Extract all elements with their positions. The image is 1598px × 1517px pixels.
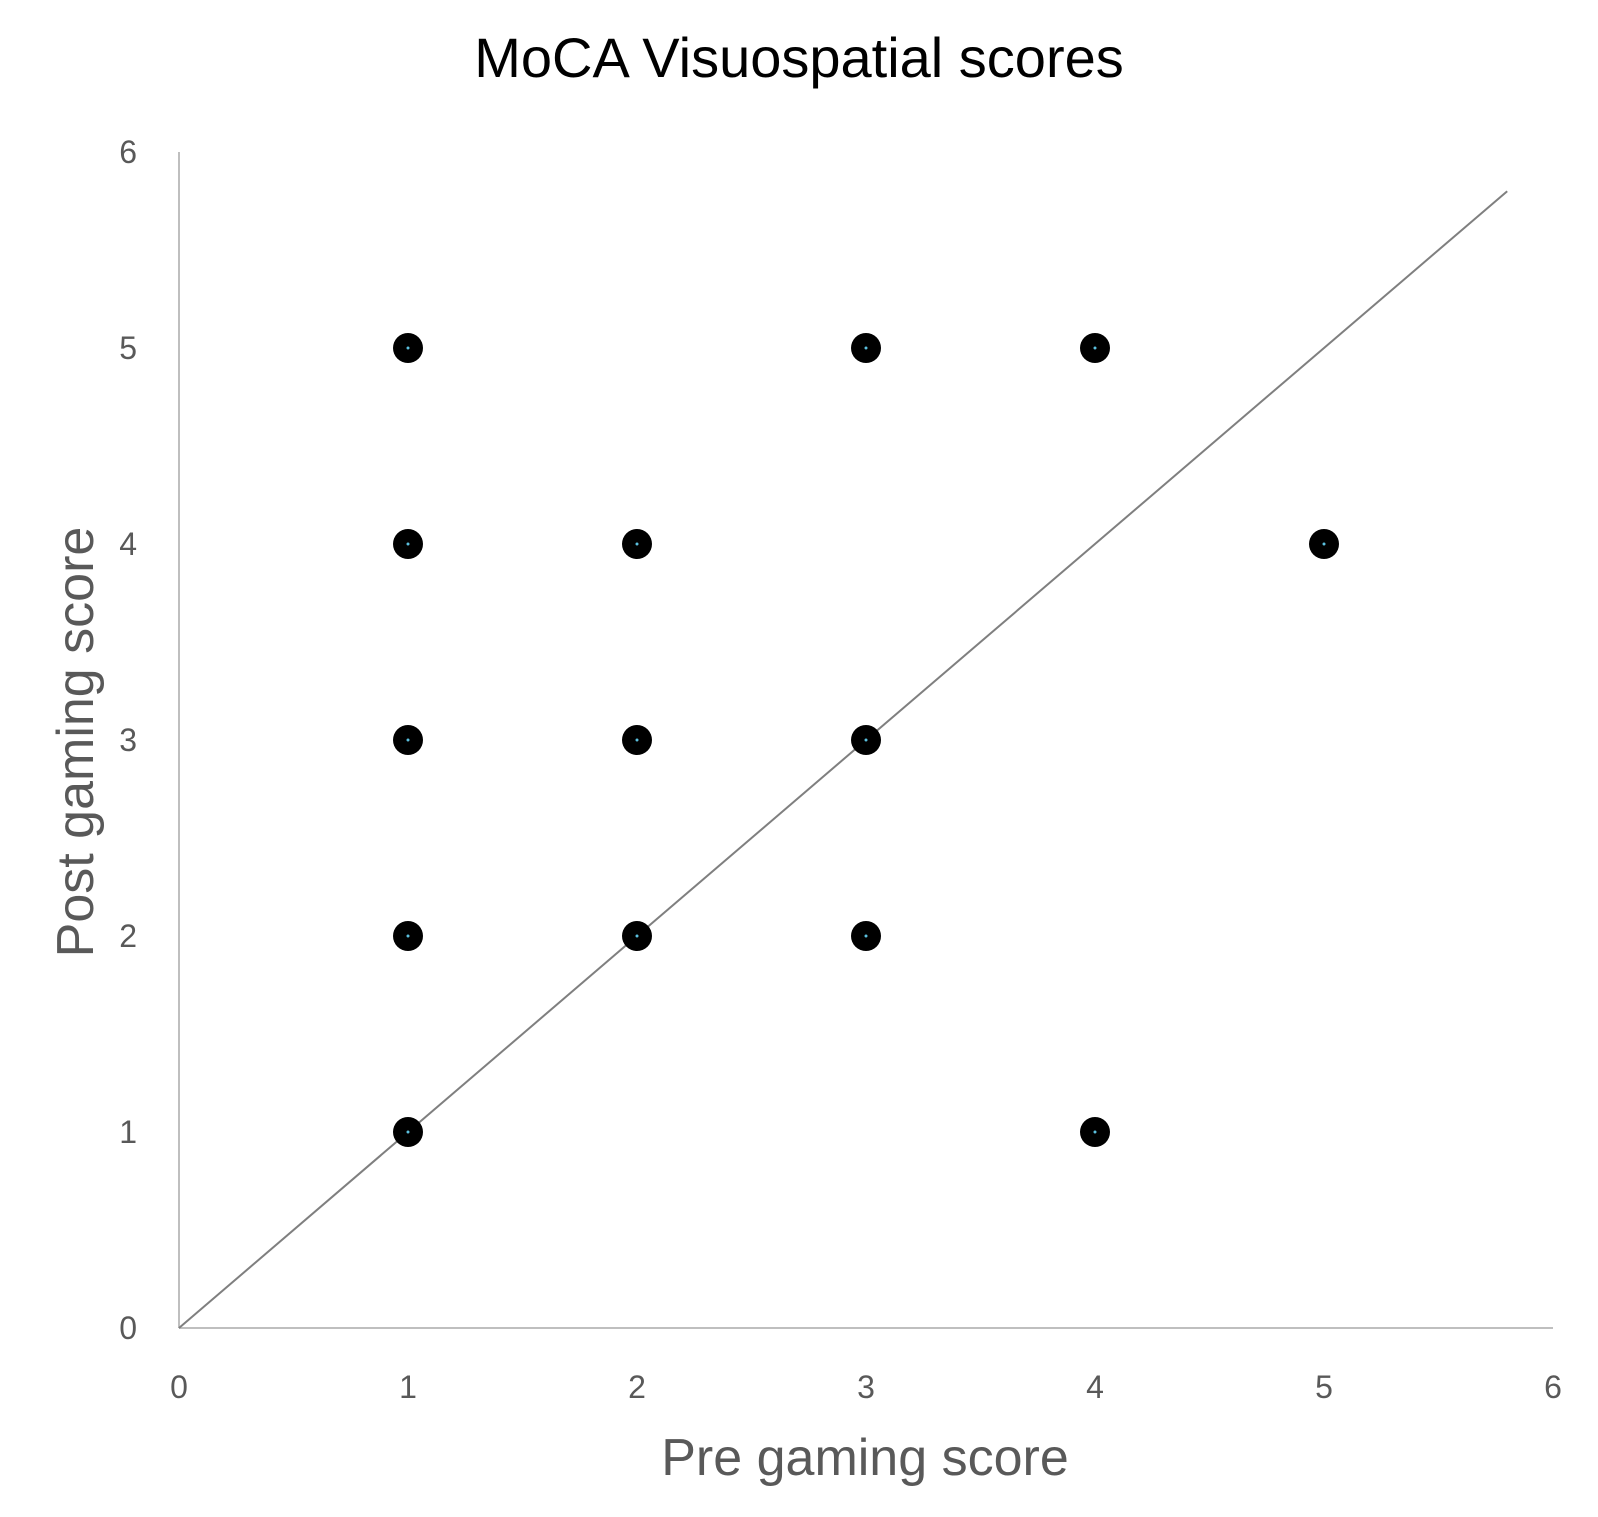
data-point-center: [406, 934, 410, 938]
data-point-center: [1093, 346, 1097, 350]
y-axis-label: Post gaming score: [47, 527, 105, 958]
data-point-center: [406, 346, 410, 350]
reference-line: [178, 190, 1508, 1329]
x-axis-label: Pre gaming score: [661, 1429, 1069, 1487]
y-tick-labels: 0 1 2 3 4 5 6: [119, 134, 137, 1346]
y-tick-label: 0: [119, 1310, 137, 1346]
data-point-center: [864, 738, 868, 742]
data-point-center: [406, 542, 410, 546]
data-point-center: [1093, 1130, 1097, 1134]
y-tick-label: 3: [119, 722, 137, 758]
x-tick-label: 1: [399, 1369, 417, 1405]
x-tick-labels: 0 1 2 3 4 5 6: [170, 1369, 1562, 1405]
data-point-center: [1322, 542, 1326, 546]
x-tick-label: 3: [857, 1369, 875, 1405]
x-tick-label: 4: [1086, 1369, 1104, 1405]
x-tick-label: 0: [170, 1369, 188, 1405]
chart-title: MoCA Visuospatial scores: [474, 26, 1124, 89]
data-point-center: [406, 1130, 410, 1134]
x-tick-label: 2: [628, 1369, 646, 1405]
data-point-center: [406, 738, 410, 742]
data-points: [393, 333, 1339, 1147]
y-tick-label: 1: [119, 1114, 137, 1150]
x-tick-label: 5: [1315, 1369, 1333, 1405]
y-tick-label: 5: [119, 330, 137, 366]
data-point-center: [635, 738, 639, 742]
data-point-center: [864, 934, 868, 938]
data-point-center: [635, 934, 639, 938]
data-point-center: [635, 542, 639, 546]
y-tick-label: 6: [119, 134, 137, 170]
x-tick-label: 6: [1544, 1369, 1562, 1405]
data-point-center: [864, 346, 868, 350]
y-tick-label: 4: [119, 526, 137, 562]
y-tick-label: 2: [119, 918, 137, 954]
